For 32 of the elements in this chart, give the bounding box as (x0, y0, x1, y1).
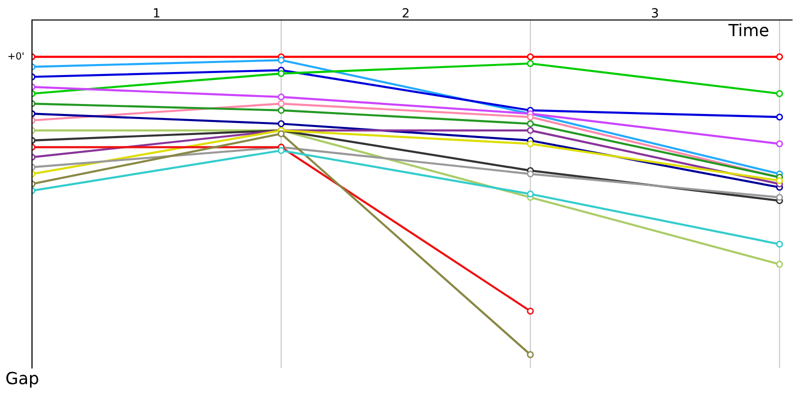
point (526, 140, 534, 148)
text: 2 (402, 8, 408, 18)
point (776, 177, 784, 184)
text: +0' (8, 52, 24, 60)
point (526, 351, 534, 358)
point (526, 190, 534, 198)
point (526, 120, 534, 128)
point (278, 70, 285, 78)
text: 1 (154, 8, 160, 18)
point (278, 130, 285, 138)
x-axis-title: Time (728, 23, 768, 36)
point (526, 170, 534, 178)
point (776, 260, 784, 268)
point (278, 56, 285, 64)
point (278, 120, 285, 128)
point (776, 114, 784, 121)
point (776, 140, 784, 148)
y-axis-title: Gap (6, 372, 38, 388)
point (776, 240, 784, 248)
point (278, 147, 285, 154)
point (278, 106, 285, 114)
point (278, 93, 285, 100)
point (526, 308, 534, 315)
point (526, 60, 534, 67)
point (776, 53, 784, 60)
point (526, 114, 534, 121)
point (776, 90, 784, 98)
point (526, 126, 534, 134)
point (526, 53, 534, 60)
point (278, 100, 285, 108)
text: 3 (652, 8, 658, 18)
point (776, 194, 784, 201)
